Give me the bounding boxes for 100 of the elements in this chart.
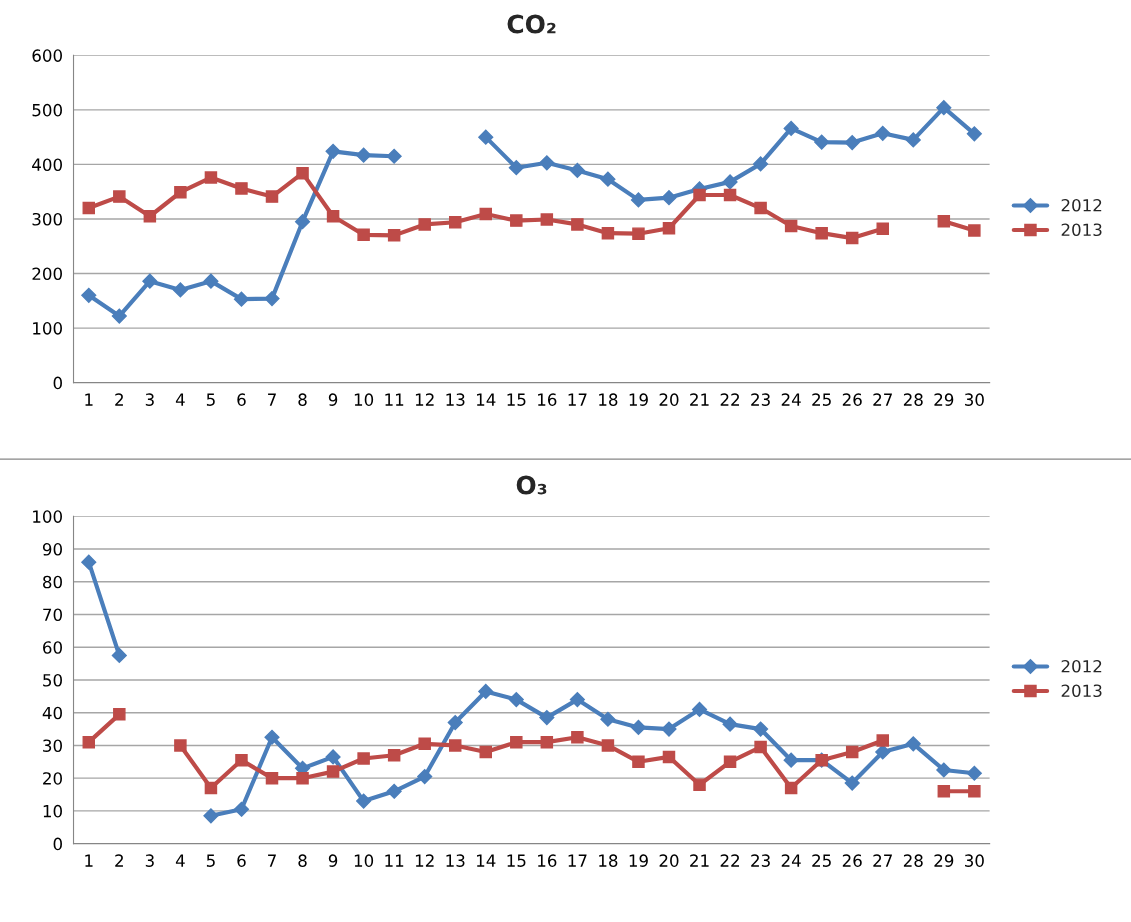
x-tick-label: 3	[145, 854, 154, 867]
x-tick-label: 11	[385, 854, 404, 867]
point	[356, 147, 372, 163]
point	[601, 739, 615, 752]
x-tick-label: 3	[145, 393, 154, 406]
legend-label: 2013	[1061, 684, 1102, 698]
x-tick-label: 17	[568, 854, 587, 867]
y-tick-label: 0	[53, 376, 62, 390]
point	[754, 201, 767, 215]
x-tick-label: 30	[965, 393, 984, 406]
y-tick-label: 30	[43, 739, 62, 753]
x-tick-label: 22	[720, 854, 739, 867]
point	[722, 174, 738, 190]
point	[571, 731, 584, 744]
point	[296, 771, 309, 785]
point	[844, 135, 860, 151]
y-tick-label: 200	[32, 267, 62, 281]
point	[875, 125, 891, 141]
point	[82, 735, 96, 749]
point	[264, 291, 280, 307]
x-tick-label: 17	[568, 393, 587, 406]
point	[753, 721, 769, 737]
chart-title: CO₂	[507, 14, 556, 34]
point	[876, 734, 889, 747]
point	[632, 755, 645, 769]
x-tick-label: 5	[206, 393, 215, 406]
point	[418, 218, 431, 231]
point	[448, 215, 462, 229]
point	[510, 735, 523, 749]
x-tick-label: 23	[751, 393, 770, 406]
point	[508, 692, 524, 708]
x-tick-label: 13	[446, 393, 465, 406]
point	[204, 171, 218, 184]
x-tick-label: 16	[538, 393, 557, 406]
point	[968, 224, 981, 237]
x-tick-label: 20	[659, 393, 679, 406]
x-tick-label: 18	[599, 854, 618, 867]
point	[815, 226, 828, 240]
y-tick-label: 0	[53, 837, 62, 851]
legend-label: 2012	[1061, 659, 1102, 673]
x-tick-label: 1	[85, 854, 93, 867]
point	[662, 221, 676, 235]
point	[418, 737, 431, 751]
y-tick-label: 20	[43, 772, 62, 785]
point	[111, 647, 127, 663]
point	[876, 222, 889, 236]
x-tick-label: 25	[812, 393, 831, 406]
point	[508, 160, 524, 176]
point	[113, 190, 126, 203]
x-tick-label: 29	[934, 854, 954, 867]
legend-label: 2012	[1061, 198, 1102, 212]
x-tick-label: 28	[903, 854, 923, 867]
point	[387, 749, 401, 762]
point	[357, 752, 370, 765]
point	[233, 801, 250, 817]
point	[174, 739, 187, 752]
x-tick-label: 19	[629, 393, 648, 406]
point	[235, 753, 248, 767]
x-tick-label: 2	[115, 393, 123, 406]
point	[661, 190, 677, 206]
point	[905, 132, 921, 148]
point	[82, 201, 96, 215]
point	[753, 156, 769, 172]
point	[264, 729, 280, 745]
point	[479, 745, 493, 759]
point	[966, 765, 982, 781]
point	[356, 793, 372, 809]
y-tick-label: 300	[32, 212, 62, 226]
point	[784, 219, 798, 233]
point	[172, 282, 188, 298]
point	[203, 273, 219, 289]
point	[296, 166, 309, 180]
point	[325, 749, 341, 765]
point	[143, 209, 157, 223]
x-tick-label: 22	[720, 393, 739, 406]
point	[265, 771, 279, 785]
x-tick-label: 24	[781, 854, 801, 867]
x-tick-label: 15	[507, 393, 526, 406]
point	[569, 162, 585, 178]
x-tick-label: 10	[354, 854, 374, 867]
x-tick-label: 7	[268, 854, 276, 867]
x-tick-label: 12	[415, 854, 434, 867]
x-tick-label: 26	[842, 393, 862, 406]
x-tick-label: 9	[328, 393, 338, 406]
y-tick-label: 100	[33, 322, 62, 335]
x-tick-label: 24	[781, 393, 801, 406]
y-tick-label: 400	[32, 158, 62, 171]
point	[233, 291, 250, 307]
point	[113, 708, 126, 721]
x-tick-label: 13	[446, 854, 465, 867]
point	[265, 190, 279, 203]
point	[540, 735, 554, 749]
x-tick-label: 6	[237, 854, 246, 867]
point	[81, 287, 97, 303]
x-tick-label: 8	[298, 393, 307, 406]
y-tick-label: 60	[43, 641, 62, 654]
point	[326, 209, 340, 223]
point	[905, 736, 921, 752]
x-tick-label: 5	[206, 854, 215, 867]
point	[693, 778, 706, 791]
